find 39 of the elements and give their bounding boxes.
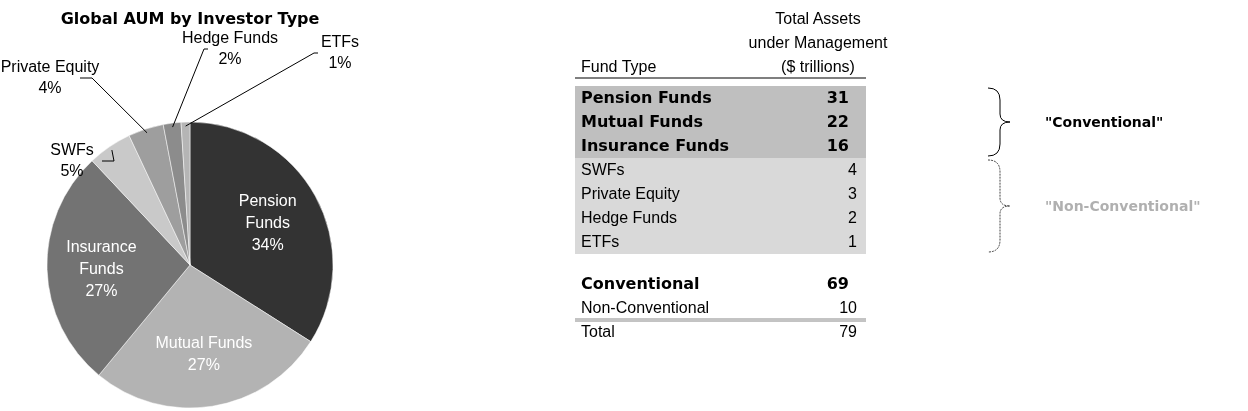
data-label: 1% <box>328 54 352 71</box>
data-label: 4% <box>38 79 62 96</box>
data-label: 34% <box>251 236 284 254</box>
data-label: 31 <box>826 88 849 107</box>
slice-label: Private Equity <box>0 58 100 75</box>
text: "Conventional" <box>1045 114 1164 130</box>
text: Total Assets under Management ($ trillions) <box>748 10 888 75</box>
category-label: Insurance Funds <box>581 136 730 155</box>
data-label: 2 <box>848 209 858 226</box>
category-label: Mutual Funds <box>581 112 704 131</box>
data-label: 5% <box>60 162 84 179</box>
data-label: 16 <box>826 136 849 155</box>
slice-label: SWFs <box>50 141 94 158</box>
category-label: ETFs <box>581 233 620 250</box>
slice-label: Mutual Funds <box>155 333 253 351</box>
data-label: 3 <box>848 185 858 202</box>
chart-title: Global AUM by Investor Type <box>60 9 320 28</box>
data-label: 69 <box>826 274 849 293</box>
category-label: Total <box>581 323 615 340</box>
slice-label: ETFs <box>320 33 360 50</box>
data-label: 27% <box>85 281 118 299</box>
category-label: Pension Funds <box>581 88 712 107</box>
slice-label: Pension Funds <box>238 192 297 232</box>
slice-label: Insurance Funds <box>66 237 137 277</box>
category-label: Conventional <box>581 274 700 293</box>
text: Fund Type <box>581 58 657 75</box>
category-label: SWFs <box>581 161 625 178</box>
data-label: 4 <box>848 161 858 178</box>
category-label: Private Equity <box>581 185 680 202</box>
data-label: 1 <box>848 233 858 250</box>
category-label: Hedge Funds <box>581 209 678 226</box>
data-label: 79 <box>839 323 858 340</box>
text: "Non-Conventional" <box>1045 198 1201 214</box>
category-label: Non-Conventional <box>581 299 710 316</box>
data-label: 10 <box>839 299 858 316</box>
slice-label: Hedge Funds <box>181 29 279 46</box>
data-label: 27% <box>187 355 220 373</box>
data-label: 22 <box>826 112 849 131</box>
data-label: 2% <box>218 50 242 67</box>
